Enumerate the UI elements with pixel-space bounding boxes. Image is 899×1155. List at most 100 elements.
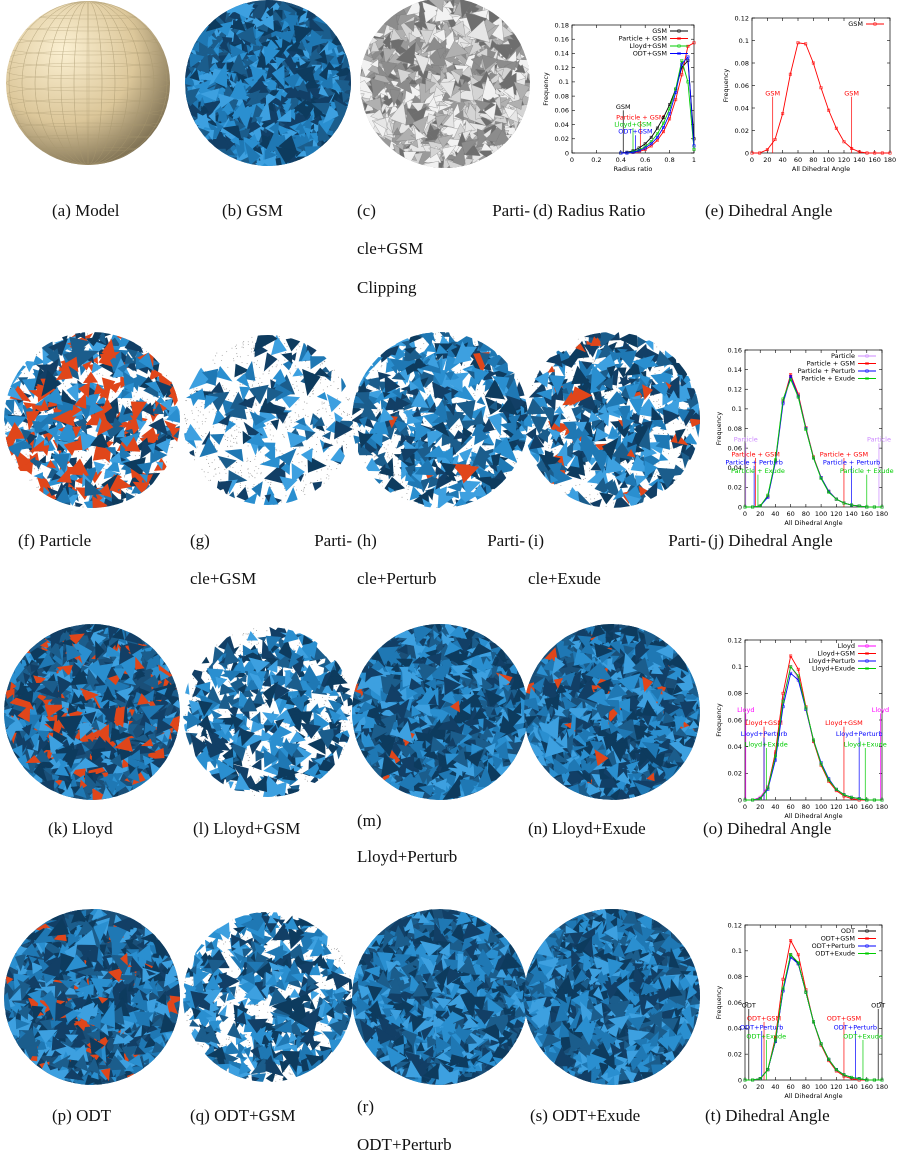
mesh-dot <box>285 421 286 422</box>
mesh-dot <box>250 461 251 462</box>
mesh-dot <box>281 364 282 365</box>
mesh-dot <box>400 475 401 476</box>
mesh-dot <box>276 450 277 451</box>
mesh-dot <box>220 479 221 480</box>
mesh-dot <box>226 351 227 352</box>
mesh-dot <box>308 367 309 368</box>
mesh-dot <box>589 470 590 471</box>
mesh-dot <box>273 435 274 436</box>
mesh-dot <box>213 409 214 410</box>
mesh-dot <box>236 462 237 463</box>
mesh-dot <box>658 407 659 408</box>
mesh-dot <box>456 427 457 428</box>
mesh-tet <box>327 394 342 412</box>
mesh-dot <box>201 406 202 407</box>
mesh-dot <box>252 476 253 477</box>
figure: (a) Model(b) GSM(c)Parti-cle+GSMClipping… <box>0 0 899 1155</box>
mesh-dot <box>320 364 321 365</box>
mesh-dot <box>337 398 338 399</box>
mesh-dot <box>94 447 95 448</box>
mesh-dot <box>142 348 143 349</box>
mesh-dot <box>251 351 252 352</box>
mesh-dot <box>676 447 677 448</box>
mesh-dot <box>560 485 561 486</box>
mesh-tet <box>126 492 139 506</box>
mesh-dot <box>525 413 526 414</box>
mesh-dot <box>377 410 378 411</box>
mesh-dot <box>272 379 273 380</box>
mesh-dot <box>127 401 128 402</box>
mesh-dot <box>238 472 239 473</box>
mesh-dot <box>343 441 344 442</box>
mesh-dot <box>589 468 590 469</box>
mesh-dot <box>269 371 270 372</box>
mesh-dot <box>322 403 323 404</box>
mesh-dot <box>87 375 88 376</box>
mesh-tet <box>85 479 103 497</box>
mesh-dot <box>303 491 304 492</box>
mesh-dot <box>453 336 454 337</box>
mesh-dot <box>214 459 215 460</box>
mesh-dot <box>571 405 572 406</box>
mesh-dot <box>586 497 587 498</box>
mesh-dot <box>128 406 129 407</box>
mesh-dot <box>124 476 125 477</box>
mesh-dot <box>185 400 186 401</box>
mesh-dot <box>304 494 305 495</box>
mesh-dot <box>107 464 108 465</box>
mesh-dot <box>660 406 661 407</box>
mesh-dot <box>466 448 467 449</box>
mesh-dot <box>290 416 291 417</box>
mesh-dot <box>279 336 280 337</box>
mesh-dot <box>379 478 380 479</box>
mesh-dot <box>9 428 10 429</box>
mesh-dot <box>487 417 488 418</box>
mesh-dot <box>469 387 470 388</box>
mesh-tet <box>278 448 297 466</box>
mesh-dot <box>593 359 594 360</box>
mesh-dot <box>585 478 586 479</box>
mesh-dot <box>354 433 355 434</box>
mesh-dot <box>617 342 618 343</box>
mesh-dot <box>235 346 236 347</box>
mesh-dot <box>248 355 249 356</box>
mesh-dot <box>564 407 565 408</box>
mesh-dot <box>349 414 350 415</box>
mesh-dot <box>251 475 252 476</box>
mesh-dot <box>235 438 236 439</box>
mesh-dot <box>410 395 411 396</box>
mesh-dot <box>532 385 533 386</box>
mesh-dot <box>506 435 507 436</box>
mesh-dot <box>261 382 262 383</box>
mesh-dot <box>214 444 215 445</box>
mesh-dot <box>529 429 530 430</box>
mesh-dot <box>259 385 260 386</box>
mesh-dot <box>389 457 390 458</box>
mesh-dot <box>591 485 592 486</box>
mesh-dot <box>329 405 330 406</box>
mesh-dot <box>649 397 650 398</box>
mesh-tet <box>183 424 203 441</box>
mesh-dot <box>474 342 475 343</box>
mesh-dot <box>296 490 297 491</box>
mesh-dot <box>374 456 375 457</box>
mesh-dot <box>298 415 299 416</box>
mesh-dot <box>449 484 450 485</box>
mesh-dot <box>436 507 437 508</box>
mesh-dot <box>378 474 379 475</box>
mesh-dot <box>261 472 262 473</box>
mesh-dot <box>594 498 595 499</box>
mesh-dot <box>488 448 489 449</box>
mesh-dot <box>249 476 250 477</box>
mesh-dot <box>346 397 347 398</box>
mesh-dot <box>227 367 228 368</box>
mesh-dot <box>346 447 347 448</box>
mesh-dot <box>525 428 526 429</box>
mesh-dot <box>268 373 269 374</box>
mesh-dot <box>281 502 282 503</box>
mesh-dot <box>326 426 327 427</box>
mesh-dot <box>636 474 637 475</box>
mesh-dot <box>92 462 93 463</box>
mesh-dot <box>344 412 345 413</box>
mesh-dot <box>655 373 656 374</box>
